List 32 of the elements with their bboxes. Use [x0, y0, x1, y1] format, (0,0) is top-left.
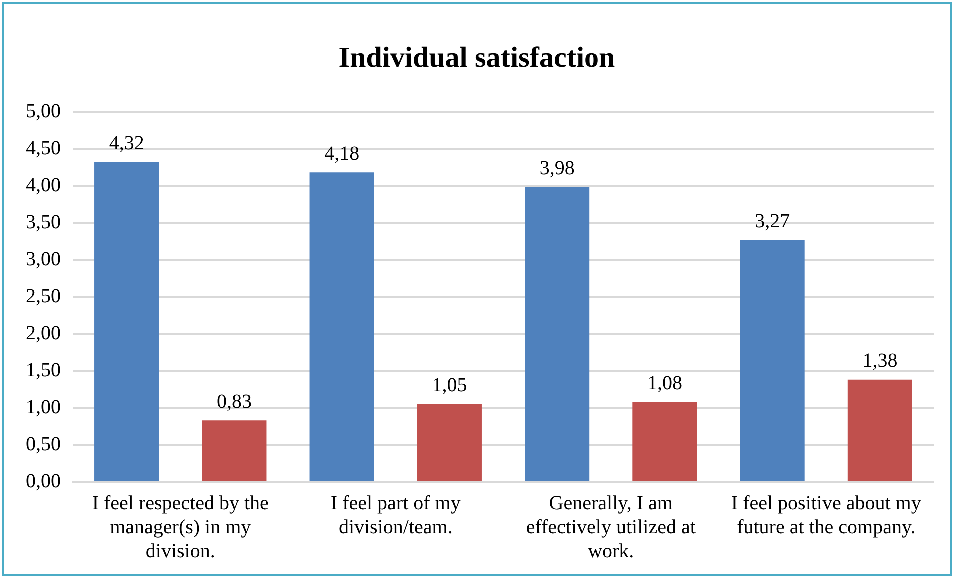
y-tick-label: 1,50 — [26, 359, 61, 382]
x-tick-label: I feel part of my division/team. — [330, 492, 461, 538]
data-label: 1,08 — [647, 372, 682, 394]
bar — [525, 187, 590, 481]
bar — [202, 420, 267, 481]
x-tick-label: I feel respected by the manager(s) in my division. — [92, 492, 270, 562]
data-label: 1,38 — [862, 350, 898, 372]
bar — [848, 380, 912, 481]
data-label: 4,18 — [324, 142, 360, 165]
data-label: 3,27 — [755, 210, 790, 232]
bar — [310, 172, 374, 481]
bar — [417, 404, 482, 481]
y-tick-label: 5,00 — [26, 100, 61, 122]
data-label: 3,98 — [540, 158, 575, 180]
bar — [632, 402, 698, 481]
bar — [94, 162, 160, 481]
y-tick-label: 4,50 — [26, 137, 61, 160]
data-label: 0,83 — [216, 390, 252, 413]
y-tick-label: 3,50 — [26, 211, 61, 234]
chart-title: Individual satisfaction — [338, 42, 616, 75]
data-label: 4,32 — [109, 132, 144, 155]
data-label: 1,05 — [432, 374, 468, 397]
y-tick-label: 3,00 — [26, 248, 61, 270]
bar — [740, 240, 805, 481]
y-tick-label: 4,00 — [26, 174, 61, 196]
x-tick-label: I feel positive about my future at the company. — [731, 492, 922, 538]
x-tick-label: Generally, I am effectively utilized at work. — [526, 492, 696, 562]
y-tick-label: 2,50 — [26, 285, 61, 308]
y-tick-label: 0,50 — [26, 433, 61, 456]
y-tick-label: 0,00 — [26, 470, 61, 492]
y-tick-label: 1,00 — [26, 396, 61, 418]
y-tick-label: 2,00 — [26, 322, 61, 344]
